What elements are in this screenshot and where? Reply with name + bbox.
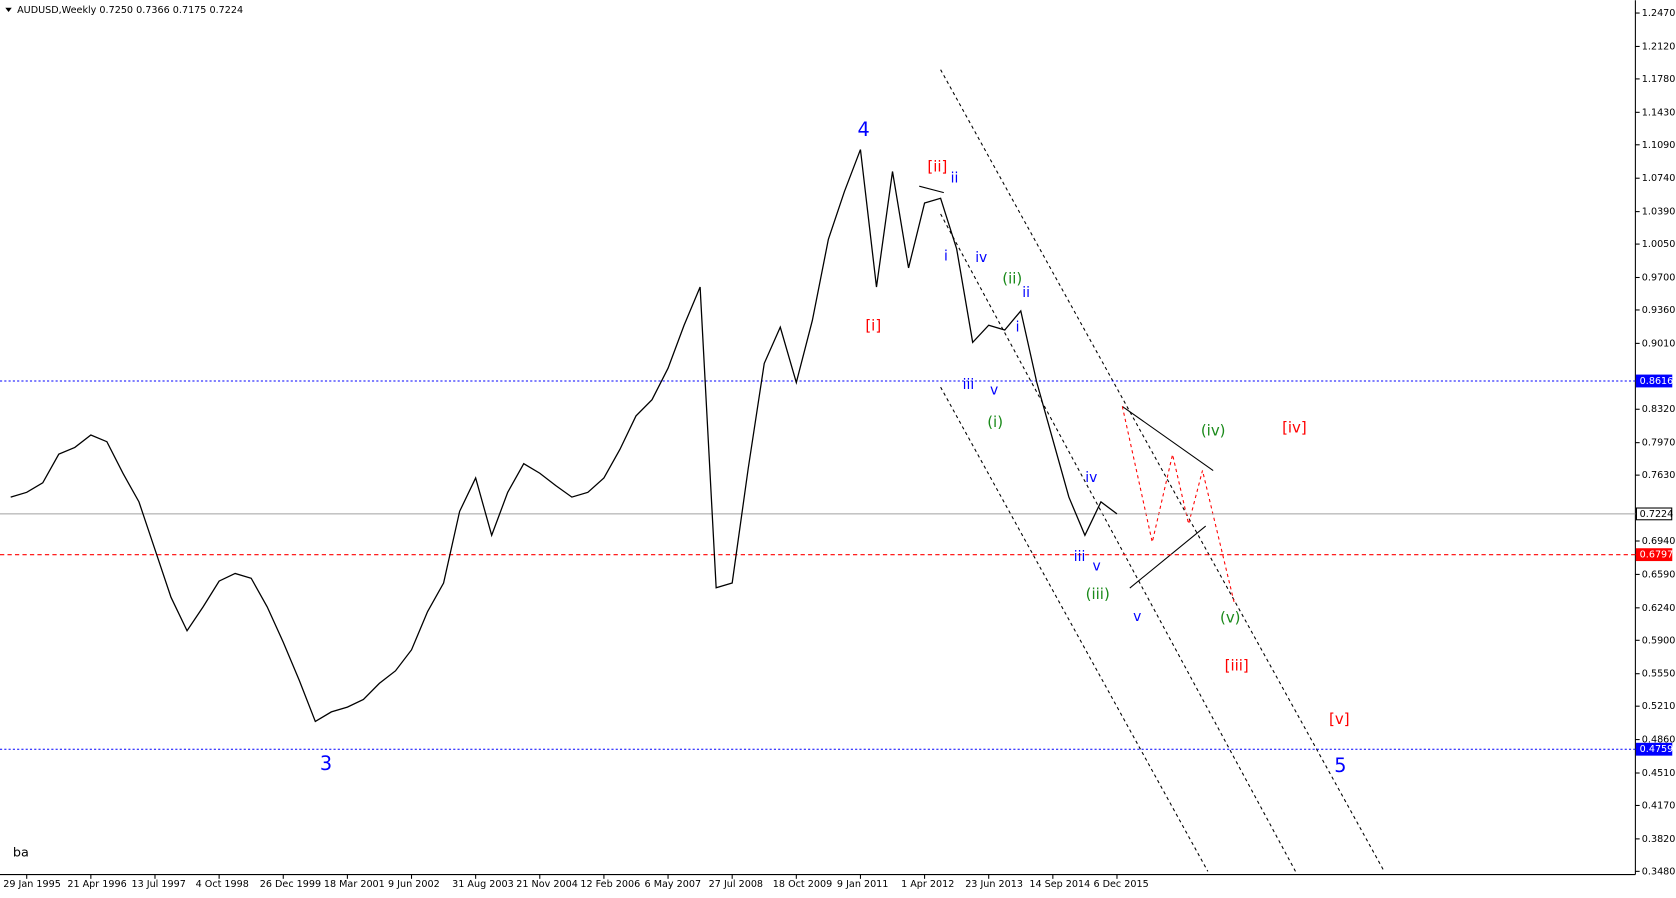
chart-title: AUDUSD,Weekly 0.7250 0.7366 0.7175 0.722… <box>17 5 243 16</box>
wave-label: iii <box>1074 549 1086 565</box>
footnote: ba <box>13 846 29 861</box>
y-tick-label: 0.3480 <box>1642 866 1676 877</box>
x-tick-label: 1 Apr 2012 <box>901 879 954 890</box>
wave-label: [i] <box>865 317 881 335</box>
x-tick-label: 18 Oct 2009 <box>773 879 832 890</box>
wave-label: v <box>1133 609 1141 625</box>
wave-label: (i) <box>987 413 1003 431</box>
trend-line <box>919 185 944 194</box>
y-tick-label: 1.0740 <box>1642 173 1676 184</box>
y-tick-label: 1.1090 <box>1642 140 1676 151</box>
y-tick-label: 0.6240 <box>1642 603 1676 614</box>
y-tick-label: 0.8320 <box>1642 404 1676 415</box>
x-tick-label: 26 Dec 1999 <box>260 879 321 890</box>
y-tick-label: 0.9360 <box>1642 305 1676 316</box>
x-tick-label: 12 Feb 2006 <box>580 879 640 890</box>
wave-label: iv <box>975 250 987 266</box>
menu-arrow <box>5 7 12 12</box>
trend-line <box>1122 405 1214 471</box>
y-tick-label: 0.3820 <box>1642 834 1676 845</box>
wave-label: iii <box>963 377 975 393</box>
y-tick-label: 1.1430 <box>1642 107 1676 118</box>
level-box <box>1635 742 1673 756</box>
x-tick-label: 23 Jun 2013 <box>965 879 1023 890</box>
y-tick-label: 0.9010 <box>1642 338 1676 349</box>
x-tick-label: 4 Oct 1998 <box>196 879 249 890</box>
y-tick-label: 0.7630 <box>1642 470 1676 481</box>
y-tick-label: 0.6940 <box>1642 536 1676 547</box>
y-tick-label: 0.5550 <box>1642 669 1676 680</box>
wave-label: 3 <box>320 752 332 775</box>
wave-label: v <box>1093 559 1101 575</box>
x-tick-label: 6 May 2007 <box>645 879 702 890</box>
projection <box>1121 406 1236 605</box>
y-tick-label: 0.4860 <box>1642 735 1676 746</box>
wave-label: ii <box>1022 285 1030 301</box>
wave-label: [iii] <box>1225 657 1249 675</box>
wave-label: i <box>944 249 948 265</box>
wave-label: iv <box>1085 470 1097 486</box>
channel-line <box>940 213 1296 872</box>
y-tick-label: 0.4510 <box>1642 768 1676 779</box>
level-label: 0.6797 <box>1640 550 1674 561</box>
x-tick-label: 6 Dec 2015 <box>1093 879 1148 890</box>
wave-label: i <box>1016 319 1020 335</box>
y-tick-label: 1.1780 <box>1642 74 1676 85</box>
x-tick-label: 9 Jan 2011 <box>837 879 889 890</box>
wave-label: (iv) <box>1201 421 1226 439</box>
trend-line <box>1129 525 1207 589</box>
level-label: 0.4759 <box>1640 744 1674 755</box>
level-box <box>1635 374 1673 388</box>
y-tick-label: 0.5900 <box>1642 635 1676 646</box>
level-label: 0.8616 <box>1640 376 1674 387</box>
level-label: 0.7224 <box>1640 509 1674 520</box>
x-tick-label: 31 Aug 2003 <box>452 879 514 890</box>
channel <box>940 69 1385 872</box>
wave-label: (ii) <box>1002 270 1022 288</box>
y-tick-label: 1.0050 <box>1642 239 1676 250</box>
y-tick-label: 0.4170 <box>1642 800 1676 811</box>
y-tick-label: 0.5210 <box>1642 701 1676 712</box>
channel-line <box>940 386 1209 872</box>
channel-line <box>940 69 1385 872</box>
x-tick-label: 13 Jul 1997 <box>131 879 185 890</box>
triangle <box>919 185 1214 589</box>
wave-label: [ii] <box>927 157 947 175</box>
level-box <box>1635 507 1673 521</box>
y-tick-label: 0.6590 <box>1642 569 1676 580</box>
y-tick-label: 1.0390 <box>1642 207 1676 218</box>
x-tick-label: 29 Jan 1995 <box>3 879 61 890</box>
x-tick-label: 21 Nov 2004 <box>516 879 578 890</box>
wave-label: v <box>990 382 998 398</box>
y-tick-label: 0.7970 <box>1642 438 1676 449</box>
wave-label: [v] <box>1329 710 1350 728</box>
level-box <box>1635 548 1673 562</box>
price-line <box>10 149 1118 723</box>
x-tick-label: 18 Mar 2001 <box>324 879 385 890</box>
x-tick-label: 9 Jun 2002 <box>388 879 440 890</box>
x-tick-label: 21 Apr 1996 <box>67 879 126 890</box>
x-tick-label: 27 Jul 2008 <box>709 879 763 890</box>
y-tick-label: 0.9700 <box>1642 272 1676 283</box>
wave-label: 5 <box>1334 754 1346 777</box>
wave-label: (v) <box>1220 609 1241 627</box>
y-tick-label: 1.2470 <box>1642 8 1676 19</box>
y-tick-label: 1.2120 <box>1642 41 1676 52</box>
wave-label: ii <box>951 171 959 187</box>
wave-label: [iv] <box>1282 418 1307 436</box>
wave-label: (iii) <box>1086 585 1110 603</box>
x-tick-label: 14 Sep 2014 <box>1029 879 1090 890</box>
wave-label: 4 <box>858 118 870 141</box>
